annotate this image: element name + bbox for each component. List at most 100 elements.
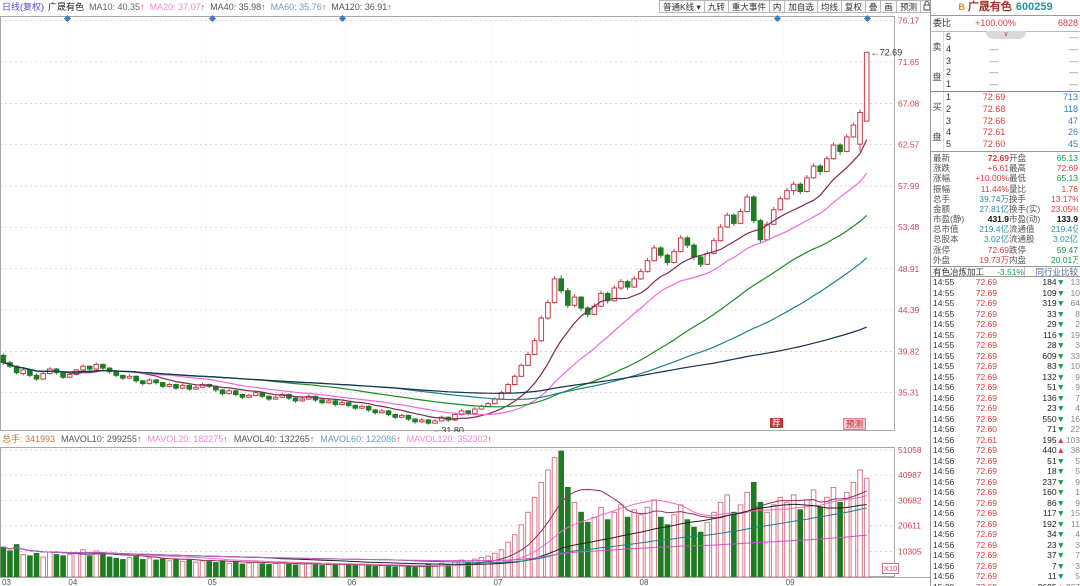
trade-count: 4 xyxy=(1075,403,1080,414)
svg-text:57.99: 57.99 xyxy=(898,181,920,191)
toolbar-button-4[interactable]: 内 xyxy=(768,0,786,13)
toolbar-button-5[interactable]: 加自选 xyxy=(784,0,818,13)
level-price: 72.66 xyxy=(982,115,1006,126)
trade-row[interactable]: 14:55 72.69 29▼ 2 xyxy=(931,319,1080,330)
trade-row[interactable]: 14:55 72.69 109▼ 10 xyxy=(931,288,1080,299)
trade-row[interactable]: 14:56 72.69 7▼ 3 xyxy=(931,561,1080,572)
month-label: 08 xyxy=(639,578,649,586)
trade-row[interactable]: 14:56 72.60 71▼ 22 xyxy=(931,424,1080,435)
buy-level-4[interactable]: 4 72.61 26 xyxy=(944,127,1080,139)
trade-row[interactable]: 14:56 72.69 86▼ 9 xyxy=(931,498,1080,509)
trade-price: 72.69 xyxy=(975,382,997,393)
toolbar-button-9[interactable]: 画 xyxy=(880,0,897,13)
stat-value: 219.4亿 xyxy=(1051,224,1078,235)
buy-level-2[interactable]: 2 72.68 118 xyxy=(944,104,1080,116)
trade-price: 72.69 xyxy=(975,413,997,424)
buy-level-3[interactable]: 3 72.66 47 xyxy=(944,116,1080,128)
toolbar-button-6[interactable]: 均线 xyxy=(816,0,842,13)
trade-row[interactable]: 14:55 72.69 28▼ 3 xyxy=(931,340,1080,351)
volume-bars-chart[interactable]: 51058 40987 30682 20611 10305 xyxy=(0,445,930,578)
trade-row[interactable]: 14:56 72.69 23▼ 3 xyxy=(931,540,1080,551)
stat-row: 涨跌 +6.61 最高 72.69 xyxy=(931,163,1080,173)
level-volume: 47 xyxy=(1067,115,1078,126)
sell-level-4[interactable]: 4 — — xyxy=(944,44,1080,56)
trade-price: 72.69 xyxy=(975,445,997,456)
ma-indicator: MA60: 35.76↑ xyxy=(271,2,327,12)
trade-price: 72.69 xyxy=(975,487,997,498)
period-label[interactable]: 日线(复权) xyxy=(2,2,44,12)
level-volume: — xyxy=(1069,79,1078,90)
trade-count: 10 xyxy=(1070,287,1080,298)
marker-badge[interactable]: 预测 xyxy=(843,418,867,430)
level-volume: 26 xyxy=(1067,127,1078,138)
trade-row[interactable]: 14:56 72.69 237▼ 9 xyxy=(931,477,1080,488)
trade-row[interactable]: 14:56 72.61 195▲ 103 xyxy=(931,435,1080,446)
trade-time: 14:56 xyxy=(933,497,955,508)
candlestick-chart[interactable]: 76.17 71.65 67.08 62.57 57.99 53.48 48.91 44.39… xyxy=(0,14,930,436)
trade-row[interactable]: 14:56 72.69 51▼ 9 xyxy=(931,382,1080,393)
toolbar-button-2[interactable]: 九转 xyxy=(703,0,729,13)
trade-row[interactable]: 14:56 72.69 192▼ 11 xyxy=(931,519,1080,530)
marker-badge[interactable]: 荐 xyxy=(770,418,783,428)
down-arrow-icon: ▼ xyxy=(1056,350,1065,361)
sell-level-1[interactable]: 1 — — xyxy=(944,79,1080,91)
trade-row[interactable]: 14:55 72.69 609▼ 33 xyxy=(931,351,1080,362)
trade-row[interactable]: 14:56 72.69 11▼ 5 xyxy=(931,571,1080,582)
trade-row[interactable]: 14:56 72.69 117▼ 15 xyxy=(931,508,1080,519)
trade-row[interactable]: 14:55 72.69 83▼ 10 xyxy=(931,361,1080,372)
sell-level-2[interactable]: 2 — — xyxy=(944,67,1080,79)
trade-time: 14:56 xyxy=(933,487,955,498)
trade-volume: 550▼ xyxy=(1042,413,1065,424)
toolbar-button-7[interactable]: 复权 xyxy=(840,0,866,13)
level-number: 4 xyxy=(946,43,952,54)
trade-time: 14:56 xyxy=(933,539,955,550)
ma60-line xyxy=(3,257,868,401)
stat-label: 最新 xyxy=(933,152,951,163)
trade-row[interactable]: 14:56 72.69 34▼ 4 xyxy=(931,529,1080,540)
chevron-down-icon[interactable]: ∨ xyxy=(986,31,1026,39)
ma20-line xyxy=(3,172,868,416)
trade-row[interactable]: 14:56 72.69 18▼ 5 xyxy=(931,466,1080,477)
trade-volume: 86▼ xyxy=(1047,497,1065,508)
industry-name[interactable]: 有色冶炼加工 xyxy=(933,267,985,278)
sell-level-3[interactable]: 3 — — xyxy=(944,56,1080,68)
toolbar-button-8[interactable]: 叠 xyxy=(864,0,882,13)
volume-chart[interactable]: 51058 40987 30682 20611 10305 X10 xyxy=(0,445,930,578)
toolbar-button-3[interactable]: 重大事件 xyxy=(727,0,770,13)
trade-time: 14:56 xyxy=(933,466,955,477)
stat-label: 涨停 xyxy=(933,244,951,255)
trade-row[interactable]: 14:56 72.69 136▼ 7 xyxy=(931,393,1080,404)
buy-level-5[interactable]: 5 72.60 45 xyxy=(944,139,1080,151)
stat-row: 总市值 219.4亿 流通值 219.4亿 xyxy=(931,224,1080,234)
ma-label: MA60: xyxy=(270,2,300,12)
price-chart[interactable]: 76.17 71.65 67.08 62.57 57.99 53.48 48.91 44.39… xyxy=(0,14,930,436)
trade-row[interactable]: 14:55 72.69 33▼ 8 xyxy=(931,309,1080,320)
trade-row[interactable]: 14:56 72.69 160▼ 1 xyxy=(931,487,1080,498)
trade-row[interactable]: 14:56 72.69 23▼ 4 xyxy=(931,403,1080,414)
trade-row[interactable]: 14:55 72.69 132▼ 9 xyxy=(931,372,1080,383)
stat-value: 72.69 xyxy=(987,152,1009,163)
up-arrow-icon: ▲ xyxy=(1057,582,1065,586)
trade-row[interactable]: 14:56 72.69 51▼ 5 xyxy=(931,456,1080,467)
svg-text:10305: 10305 xyxy=(898,546,922,556)
down-arrow-icon: ▼ xyxy=(1056,403,1065,414)
toolbar-button-1[interactable]: 普通K线 ▾ xyxy=(659,0,705,13)
trade-row[interactable]: 14:55 72.69 319▼ 64 xyxy=(931,298,1080,309)
toolbar-button-10[interactable]: 预测 xyxy=(895,0,921,13)
stat-label: 总股本 xyxy=(933,234,959,245)
zongshou-label: 总手: 341993 xyxy=(2,434,56,444)
buy-level-1[interactable]: 1 72.69 713 xyxy=(944,92,1080,104)
trade-row[interactable]: 15:0072.692695▲237 xyxy=(931,582,1080,586)
trade-row[interactable]: 14:56 72.69 37▼ 7 xyxy=(931,550,1080,561)
stat-label: 流通值 xyxy=(1009,224,1035,235)
trade-row[interactable]: 14:55 72.69 116▼ 19 xyxy=(931,330,1080,341)
trade-row[interactable]: 14:56 72.69 440▲ 38 xyxy=(931,445,1080,456)
industry-compare-link[interactable]: 同行业比较 xyxy=(1024,267,1078,279)
down-arrow-icon: ▼ xyxy=(1056,424,1065,435)
trade-row[interactable]: 14:55 72.69 184▼ 13 xyxy=(931,277,1080,288)
trade-time: 14:55 xyxy=(933,287,955,298)
trade-price: 72.69 xyxy=(975,550,997,561)
up-arrow-icon: ↑ xyxy=(261,2,266,12)
trade-row[interactable]: 14:56 72.69 550▼ 16 xyxy=(931,414,1080,425)
trade-price: 72.69 xyxy=(975,539,997,550)
